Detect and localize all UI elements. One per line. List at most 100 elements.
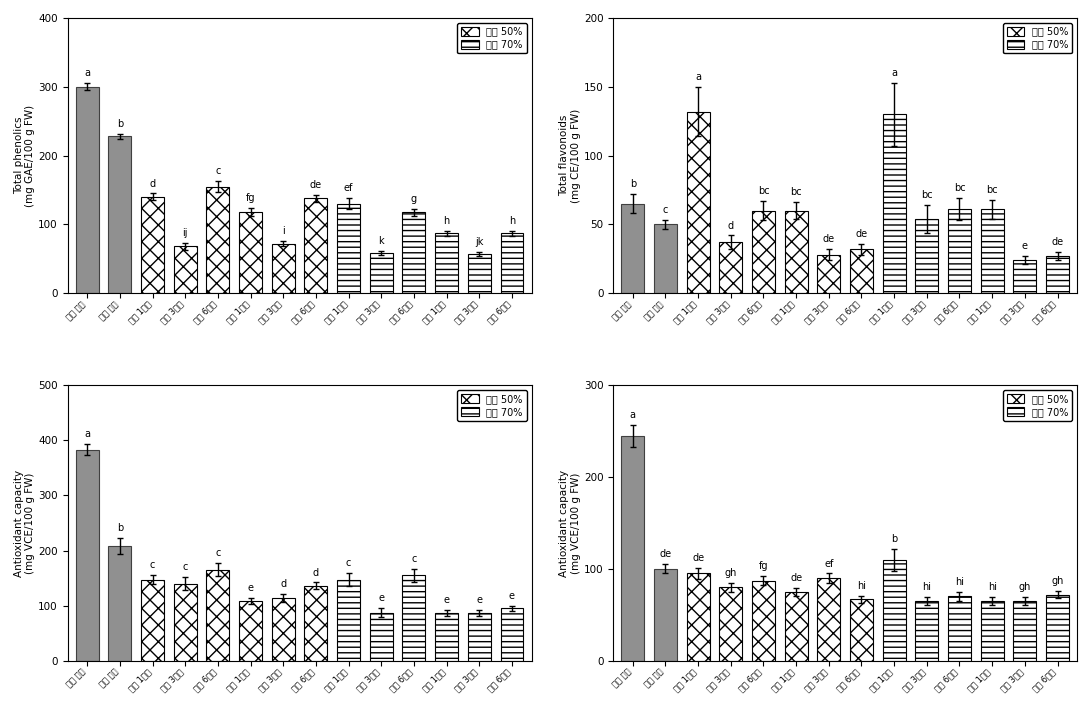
- Text: 총페놀  함량: 총페놀 함량: [274, 409, 325, 423]
- Text: de: de: [855, 229, 867, 239]
- Text: bc: bc: [986, 185, 998, 194]
- Bar: [654, 569, 676, 661]
- Text: ef: ef: [344, 183, 353, 193]
- Bar: [141, 580, 164, 661]
- Text: c: c: [182, 562, 188, 572]
- Text: b: b: [891, 534, 897, 544]
- Text: de: de: [823, 234, 835, 245]
- Bar: [468, 254, 491, 293]
- Text: h: h: [508, 216, 515, 226]
- Bar: [752, 211, 775, 293]
- Bar: [686, 112, 709, 293]
- Text: e: e: [444, 595, 449, 605]
- Bar: [75, 450, 98, 661]
- Text: h: h: [443, 216, 449, 226]
- Legend: 설탑 50%, 설탑 70%: 설탑 50%, 설탑 70%: [1003, 23, 1072, 54]
- Bar: [206, 570, 229, 661]
- Text: gh: gh: [1052, 576, 1064, 586]
- Bar: [141, 197, 164, 293]
- Bar: [686, 573, 709, 661]
- Text: c: c: [411, 554, 417, 563]
- Text: d: d: [280, 579, 286, 589]
- Bar: [883, 560, 906, 661]
- Bar: [272, 244, 295, 293]
- Text: c: c: [215, 548, 220, 559]
- Text: fg: fg: [245, 193, 255, 203]
- Bar: [337, 580, 360, 661]
- Bar: [435, 233, 458, 293]
- Bar: [501, 608, 524, 661]
- Bar: [719, 243, 742, 293]
- Bar: [654, 224, 676, 293]
- Y-axis label: Total phenolics
(mg GAE/100 g FW): Total phenolics (mg GAE/100 g FW): [14, 105, 36, 206]
- Text: bc: bc: [921, 190, 933, 200]
- Bar: [370, 613, 393, 661]
- Text: gh: gh: [1019, 583, 1031, 592]
- Bar: [948, 209, 971, 293]
- Text: k: k: [379, 236, 384, 246]
- Bar: [370, 253, 393, 293]
- Text: c: c: [662, 205, 668, 216]
- Bar: [403, 212, 425, 293]
- Bar: [173, 247, 196, 293]
- Text: b: b: [630, 179, 636, 189]
- Bar: [784, 211, 807, 293]
- Text: ij: ij: [182, 228, 188, 238]
- Text: e: e: [379, 593, 384, 603]
- Text: de: de: [1052, 237, 1064, 247]
- Y-axis label: Antioxidant capacity
(mg VCE/100 g FW): Antioxidant capacity (mg VCE/100 g FW): [560, 469, 582, 576]
- Text: a: a: [630, 410, 636, 420]
- Text: e: e: [477, 595, 482, 605]
- Text: e: e: [508, 590, 515, 601]
- Bar: [1046, 256, 1069, 293]
- Bar: [817, 255, 840, 293]
- Text: 총플라보노이드  함량: 총플라보노이드 함량: [803, 409, 887, 423]
- Text: a: a: [695, 72, 702, 82]
- Text: de: de: [310, 180, 322, 190]
- Text: hi: hi: [922, 583, 932, 592]
- Bar: [272, 598, 295, 661]
- Text: de: de: [659, 549, 672, 559]
- Bar: [435, 613, 458, 661]
- Bar: [915, 219, 938, 293]
- Text: bc: bc: [790, 187, 802, 197]
- Bar: [239, 601, 262, 661]
- Text: a: a: [84, 69, 91, 78]
- Text: hi: hi: [856, 580, 866, 590]
- Bar: [981, 601, 1004, 661]
- Bar: [817, 578, 840, 661]
- Text: ef: ef: [824, 559, 834, 568]
- Text: b: b: [117, 119, 123, 129]
- Text: i: i: [281, 226, 285, 236]
- Text: bc: bc: [757, 186, 769, 196]
- Bar: [752, 581, 775, 661]
- Bar: [622, 436, 644, 661]
- Text: c: c: [346, 558, 351, 568]
- Bar: [719, 588, 742, 661]
- Bar: [173, 583, 196, 661]
- Bar: [915, 601, 938, 661]
- Text: jk: jk: [475, 237, 483, 247]
- Text: hi: hi: [987, 583, 997, 592]
- Text: c: c: [149, 561, 155, 571]
- Text: gh: gh: [724, 568, 738, 578]
- Bar: [468, 613, 491, 661]
- Bar: [1046, 595, 1069, 661]
- Text: bc: bc: [954, 183, 966, 193]
- Bar: [337, 204, 360, 293]
- Bar: [108, 136, 131, 293]
- Text: d: d: [313, 568, 319, 578]
- Bar: [981, 209, 1004, 293]
- Y-axis label: Antioxidant capacity
(mg VCE/100 g FW): Antioxidant capacity (mg VCE/100 g FW): [14, 469, 36, 576]
- Text: de: de: [692, 553, 704, 563]
- Bar: [1014, 260, 1036, 293]
- Text: d: d: [149, 178, 156, 189]
- Bar: [75, 87, 98, 293]
- Text: hi: hi: [955, 577, 964, 587]
- Bar: [850, 250, 873, 293]
- Bar: [304, 198, 327, 293]
- Bar: [784, 592, 807, 661]
- Text: a: a: [84, 429, 91, 439]
- Bar: [1014, 601, 1036, 661]
- Text: b: b: [117, 523, 123, 533]
